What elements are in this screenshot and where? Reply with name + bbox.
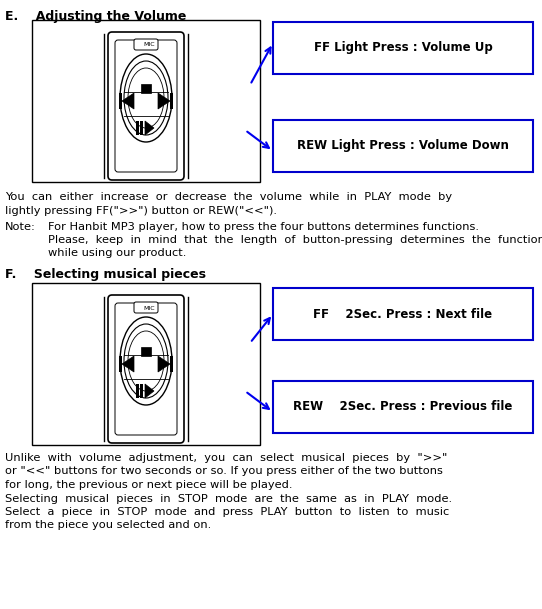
Bar (136, 384, 139, 398)
Bar (32, 283, 260, 445)
Text: for long, the previous or next piece will be played.: for long, the previous or next piece wil… (5, 480, 293, 490)
Text: Unlike  with  volume  adjustment,  you  can  select  musical  pieces  by  ">>": Unlike with volume adjustment, you can s… (5, 453, 447, 463)
Bar (140, 384, 143, 398)
Bar (140, 121, 143, 135)
Polygon shape (145, 121, 154, 135)
Text: E.    Adjusting the Volume: E. Adjusting the Volume (5, 10, 186, 23)
Ellipse shape (128, 331, 164, 391)
Text: while using our product.: while using our product. (48, 248, 186, 258)
Ellipse shape (128, 68, 164, 128)
FancyBboxPatch shape (115, 303, 177, 435)
Polygon shape (158, 93, 170, 109)
Bar (119, 93, 122, 109)
Text: REW    2Sec. Press : Previous file: REW 2Sec. Press : Previous file (293, 401, 513, 414)
Text: REW Light Press : Volume Down: REW Light Press : Volume Down (297, 139, 509, 152)
FancyBboxPatch shape (115, 40, 177, 172)
Text: lightly pressing FF(">>") button or REW("<<").: lightly pressing FF(">>") button or REW(… (5, 206, 277, 216)
Bar (119, 356, 122, 372)
Polygon shape (122, 93, 134, 109)
Bar (141, 347, 151, 356)
Bar (273, 381, 533, 433)
Bar (32, 20, 260, 182)
Bar (170, 356, 173, 372)
FancyBboxPatch shape (108, 32, 184, 180)
FancyBboxPatch shape (134, 39, 158, 50)
Bar (136, 121, 139, 135)
Text: Note:: Note: (5, 222, 36, 232)
Text: MIC: MIC (143, 306, 155, 311)
Text: Select  a  piece  in  STOP  mode  and  press  PLAY  button  to  listen  to  musi: Select a piece in STOP mode and press PL… (5, 507, 449, 517)
FancyBboxPatch shape (134, 302, 158, 313)
Ellipse shape (124, 324, 168, 398)
Polygon shape (122, 356, 134, 372)
Text: from the piece you selected and on.: from the piece you selected and on. (5, 521, 211, 530)
Text: FF    2Sec. Press : Next file: FF 2Sec. Press : Next file (313, 308, 493, 320)
Bar (170, 93, 173, 109)
Ellipse shape (124, 61, 168, 135)
Ellipse shape (120, 54, 172, 142)
Text: You  can  either  increase  or  decrease  the  volume  while  in  PLAY  mode  by: You can either increase or decrease the … (5, 192, 452, 202)
Bar (141, 84, 151, 93)
FancyBboxPatch shape (108, 295, 184, 443)
Text: For Hanbit MP3 player, how to press the four buttons determines functions.: For Hanbit MP3 player, how to press the … (48, 222, 479, 232)
Polygon shape (145, 384, 154, 398)
Text: F.    Selecting musical pieces: F. Selecting musical pieces (5, 268, 206, 281)
Text: or "<<" buttons for two seconds or so. If you press either of the two buttons: or "<<" buttons for two seconds or so. I… (5, 466, 443, 476)
Bar (273, 120, 533, 172)
Ellipse shape (120, 317, 172, 405)
Text: Please,  keep  in  mind  that  the  length  of  button-pressing  determines  the: Please, keep in mind that the length of … (48, 235, 542, 245)
Polygon shape (158, 356, 170, 372)
Bar (273, 22, 533, 74)
Text: FF Light Press : Volume Up: FF Light Press : Volume Up (314, 41, 492, 54)
Text: MIC: MIC (143, 43, 155, 48)
Bar (273, 288, 533, 340)
Text: Selecting  musical  pieces  in  STOP  mode  are  the  same  as  in  PLAY  mode.: Selecting musical pieces in STOP mode ar… (5, 493, 452, 504)
